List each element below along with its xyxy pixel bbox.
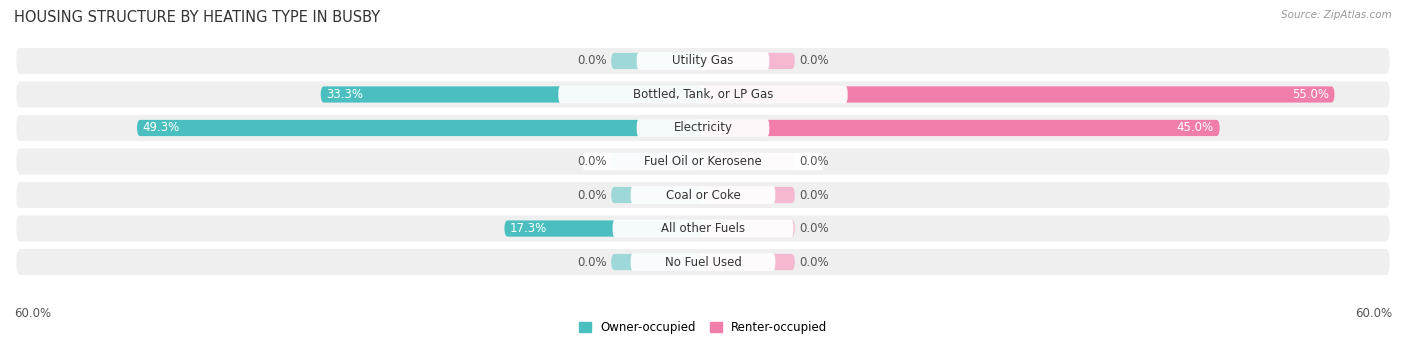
Text: Bottled, Tank, or LP Gas: Bottled, Tank, or LP Gas bbox=[633, 88, 773, 101]
Text: 0.0%: 0.0% bbox=[800, 222, 830, 235]
Text: Fuel Oil or Kerosene: Fuel Oil or Kerosene bbox=[644, 155, 762, 168]
Text: 60.0%: 60.0% bbox=[14, 307, 51, 320]
FancyBboxPatch shape bbox=[17, 249, 1389, 275]
Text: 17.3%: 17.3% bbox=[510, 222, 547, 235]
Text: Source: ZipAtlas.com: Source: ZipAtlas.com bbox=[1281, 10, 1392, 20]
FancyBboxPatch shape bbox=[637, 52, 769, 70]
FancyBboxPatch shape bbox=[703, 220, 794, 237]
Text: 0.0%: 0.0% bbox=[576, 155, 606, 168]
Text: 33.3%: 33.3% bbox=[326, 88, 363, 101]
FancyBboxPatch shape bbox=[505, 220, 703, 237]
Text: Electricity: Electricity bbox=[673, 121, 733, 135]
Text: 0.0%: 0.0% bbox=[576, 256, 606, 269]
FancyBboxPatch shape bbox=[17, 149, 1389, 174]
Text: HOUSING STRUCTURE BY HEATING TYPE IN BUSBY: HOUSING STRUCTURE BY HEATING TYPE IN BUS… bbox=[14, 10, 380, 25]
Text: Utility Gas: Utility Gas bbox=[672, 54, 734, 67]
FancyBboxPatch shape bbox=[136, 120, 703, 136]
Text: 0.0%: 0.0% bbox=[800, 155, 830, 168]
Text: 45.0%: 45.0% bbox=[1177, 121, 1213, 135]
Text: 49.3%: 49.3% bbox=[142, 121, 180, 135]
FancyBboxPatch shape bbox=[613, 220, 793, 237]
FancyBboxPatch shape bbox=[612, 254, 703, 270]
Text: No Fuel Used: No Fuel Used bbox=[665, 256, 741, 269]
FancyBboxPatch shape bbox=[321, 86, 703, 103]
Text: 0.0%: 0.0% bbox=[800, 256, 830, 269]
FancyBboxPatch shape bbox=[703, 153, 794, 170]
FancyBboxPatch shape bbox=[17, 216, 1389, 242]
Text: 0.0%: 0.0% bbox=[576, 188, 606, 202]
FancyBboxPatch shape bbox=[631, 186, 775, 204]
FancyBboxPatch shape bbox=[582, 153, 824, 170]
FancyBboxPatch shape bbox=[703, 53, 794, 69]
FancyBboxPatch shape bbox=[612, 153, 703, 170]
Text: 0.0%: 0.0% bbox=[800, 54, 830, 67]
Text: 0.0%: 0.0% bbox=[576, 54, 606, 67]
FancyBboxPatch shape bbox=[703, 120, 1219, 136]
FancyBboxPatch shape bbox=[612, 53, 703, 69]
FancyBboxPatch shape bbox=[17, 48, 1389, 74]
Text: 55.0%: 55.0% bbox=[1292, 88, 1329, 101]
Text: Coal or Coke: Coal or Coke bbox=[665, 188, 741, 202]
Text: All other Fuels: All other Fuels bbox=[661, 222, 745, 235]
FancyBboxPatch shape bbox=[703, 187, 794, 203]
FancyBboxPatch shape bbox=[703, 254, 794, 270]
Text: 0.0%: 0.0% bbox=[800, 188, 830, 202]
FancyBboxPatch shape bbox=[17, 81, 1389, 107]
FancyBboxPatch shape bbox=[17, 182, 1389, 208]
FancyBboxPatch shape bbox=[558, 86, 848, 103]
FancyBboxPatch shape bbox=[17, 115, 1389, 141]
FancyBboxPatch shape bbox=[703, 86, 1334, 103]
FancyBboxPatch shape bbox=[612, 187, 703, 203]
Legend: Owner-occupied, Renter-occupied: Owner-occupied, Renter-occupied bbox=[574, 316, 832, 339]
FancyBboxPatch shape bbox=[631, 253, 775, 271]
Text: 60.0%: 60.0% bbox=[1355, 307, 1392, 320]
FancyBboxPatch shape bbox=[637, 119, 769, 137]
